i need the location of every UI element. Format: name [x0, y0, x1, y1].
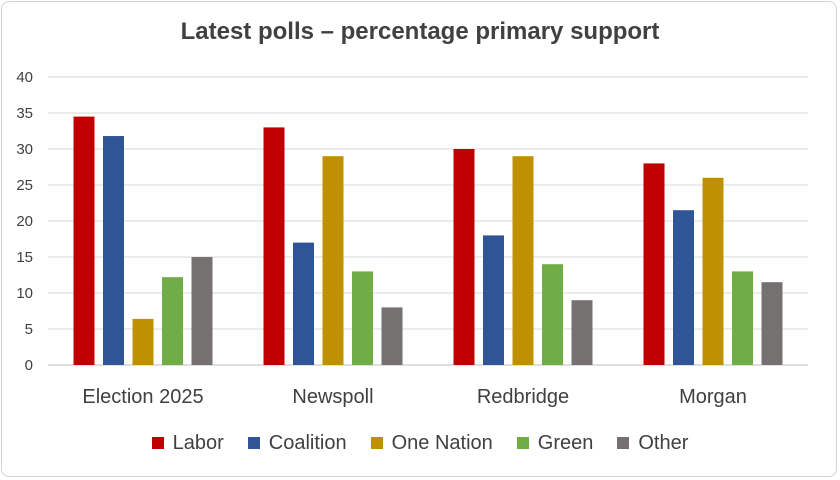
legend-item: Labor — [151, 431, 224, 455]
bar-one-nation — [132, 318, 154, 365]
bar-green — [162, 277, 183, 365]
legend-label: Green — [537, 431, 594, 454]
bar-labor — [263, 127, 285, 366]
legend-item: Other — [617, 432, 688, 455]
bar-other — [381, 307, 403, 365]
y-tick-label: 40 — [16, 69, 33, 86]
legend-label: Coalition — [268, 431, 347, 454]
bar-coalition — [103, 136, 124, 365]
chart-legend: Labor Coalition One Nation Green Other — [0, 428, 840, 458]
y-tick-label: 10 — [16, 285, 33, 302]
legend-swatch — [516, 437, 529, 449]
bar-labor — [643, 163, 665, 365]
legend-label: One Nation — [391, 431, 493, 454]
bar-one-nation — [702, 177, 724, 365]
legend-swatch — [370, 437, 383, 449]
y-tick-label: 0 — [25, 357, 33, 374]
bar-other — [761, 282, 783, 365]
x-category-label: Redbridge — [477, 386, 569, 408]
x-category-label: Morgan — [679, 386, 747, 408]
bar-coalition — [483, 235, 504, 365]
y-tick-label: 25 — [16, 177, 33, 194]
bar-green — [732, 271, 753, 365]
legend-item: Green — [516, 431, 594, 455]
bar-other — [191, 257, 213, 365]
y-tick-label: 15 — [16, 249, 33, 266]
x-category-label: Election 2025 — [82, 386, 203, 408]
bar-labor — [73, 116, 95, 365]
x-category-label: Newspoll — [292, 386, 373, 408]
bar-green — [542, 264, 563, 365]
bar-coalition — [673, 210, 694, 365]
y-tick-label: 20 — [16, 213, 33, 230]
legend-swatch — [247, 437, 260, 449]
y-tick-label: 5 — [25, 321, 33, 338]
legend-label: Other — [638, 431, 689, 454]
legend-swatch — [617, 437, 630, 449]
bar-one-nation — [322, 156, 344, 365]
y-tick-label: 35 — [16, 105, 33, 122]
bar-green — [352, 271, 373, 365]
chart-title: Latest polls – percentage primary suppor… — [180, 18, 660, 45]
legend-item: One Nation — [370, 431, 493, 455]
legend-swatch — [151, 437, 164, 449]
bar-one-nation — [512, 156, 534, 365]
legend-label: Labor — [172, 431, 224, 454]
legend-item: Coalition — [247, 431, 347, 455]
bar-other — [571, 300, 593, 365]
bar-coalition — [293, 242, 314, 365]
y-tick-label: 30 — [16, 141, 33, 158]
bar-labor — [453, 149, 475, 365]
